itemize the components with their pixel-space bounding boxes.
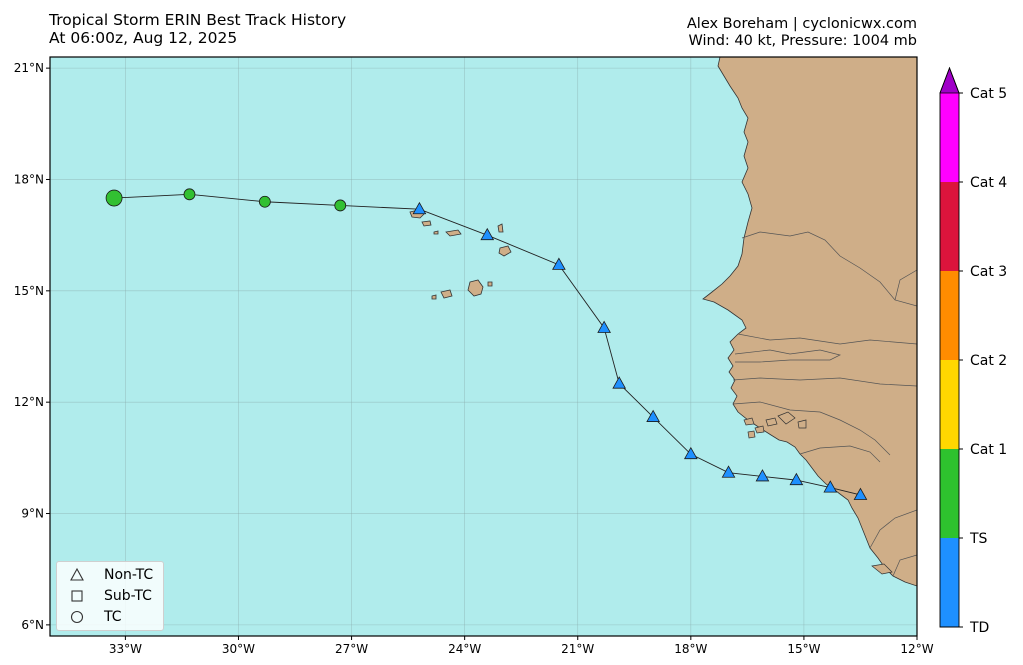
intensity-colorbar xyxy=(939,66,963,628)
track-point-tc xyxy=(183,188,196,201)
gridlines xyxy=(50,57,917,636)
colorbar-segment xyxy=(940,449,959,538)
lon-tick-label: 21°W xyxy=(561,642,594,656)
colorbar-label-cat1: Cat 1 xyxy=(970,442,1008,458)
track-path xyxy=(114,193,861,496)
track-line xyxy=(114,193,861,496)
legend-label: Non-TC xyxy=(104,567,154,583)
track-point-non-tc xyxy=(646,409,660,422)
colorbar-label-cat5: Cat 5 xyxy=(970,86,1008,102)
square-icon xyxy=(71,590,83,602)
track-point-non-tc xyxy=(612,376,627,389)
legend-item-non-tc: Non-TC xyxy=(69,566,153,584)
legend-item-sub-tc: Sub-TC xyxy=(69,587,152,605)
lon-tick-label: 15°W xyxy=(787,642,820,656)
circle-icon xyxy=(70,610,84,624)
lon-tick-label: 30°W xyxy=(222,642,255,656)
credit-text: Alex Boreham | cyclonicwx.com xyxy=(686,16,917,32)
triangle-icon xyxy=(70,567,84,581)
track-point-non-tc xyxy=(683,446,698,460)
track-point-non-tc xyxy=(480,227,495,241)
track-point-tc xyxy=(334,199,347,212)
colorbar-label-td: TD xyxy=(970,620,990,636)
track-point-non-tc xyxy=(789,472,804,486)
track-point-tc xyxy=(258,195,271,208)
lat-tick-label: 21°N xyxy=(14,61,44,75)
track-point-non-tc xyxy=(597,320,611,333)
storm-stats: Wind: 40 kt, Pressure: 1004 mb xyxy=(688,33,917,49)
colorbar-segment xyxy=(940,182,959,271)
lat-tick-label: 15°N xyxy=(14,284,44,298)
track-point-non-tc xyxy=(412,201,427,215)
lon-tick-label: 12°W xyxy=(900,642,933,656)
track-point-non-tc xyxy=(853,487,868,500)
colorbar-segment xyxy=(940,538,959,627)
lon-tick-label: 18°W xyxy=(674,642,707,656)
legend-label: TC xyxy=(104,609,122,625)
colorbar-label-cat3: Cat 3 xyxy=(970,264,1008,280)
legend-item-tc: TC xyxy=(69,608,122,626)
track-point-non-tc xyxy=(721,465,736,478)
title-storm: Tropical Storm ERIN Best Track History xyxy=(49,11,347,29)
colorbar-label-cat2: Cat 2 xyxy=(970,353,1008,369)
legend-label: Sub-TC xyxy=(104,588,152,604)
lat-tick-label: 9°N xyxy=(21,507,44,521)
track-point-tc xyxy=(105,189,123,207)
lat-tick-label: 6°N xyxy=(21,618,44,632)
track-point-non-tc xyxy=(755,469,770,482)
bissagos-islands xyxy=(743,411,893,575)
axis-ticks: 33°W 30°W 27°W 24°W 21°W 18°W 15°W 12°W 6°N 9°N 12… xyxy=(14,61,934,656)
lon-tick-label: 24°W xyxy=(448,642,481,656)
colorbar-segment xyxy=(940,93,959,182)
colorbar-frame xyxy=(939,66,960,628)
lon-tick-label: 33°W xyxy=(109,642,142,656)
lat-tick-label: 12°N xyxy=(14,395,44,409)
africa-land xyxy=(702,57,917,587)
map-title: Tropical Storm ERIN Best Track History A… xyxy=(49,11,346,47)
colorbar-segment xyxy=(940,360,959,449)
title-time: At 06:00z, Aug 12, 2025 xyxy=(49,29,238,47)
map-credit: Alex Boreham | cyclonicwx.com Wind: 40 k… xyxy=(687,16,917,50)
colorbar-label-cat4: Cat 4 xyxy=(970,175,1008,191)
lon-tick-label: 27°W xyxy=(335,642,368,656)
track-point-non-tc xyxy=(552,257,566,270)
legend: Non-TC Sub-TC TC xyxy=(56,561,164,631)
track-point-non-tc xyxy=(823,480,838,493)
colorbar-segment xyxy=(940,271,959,360)
country-borders xyxy=(732,231,917,577)
plot-frame xyxy=(49,56,918,637)
track-points xyxy=(105,188,868,500)
colorbar-extend-arrow xyxy=(939,66,960,94)
colorbar-label-ts: TS xyxy=(970,531,988,547)
lat-tick-label: 18°N xyxy=(14,172,44,186)
